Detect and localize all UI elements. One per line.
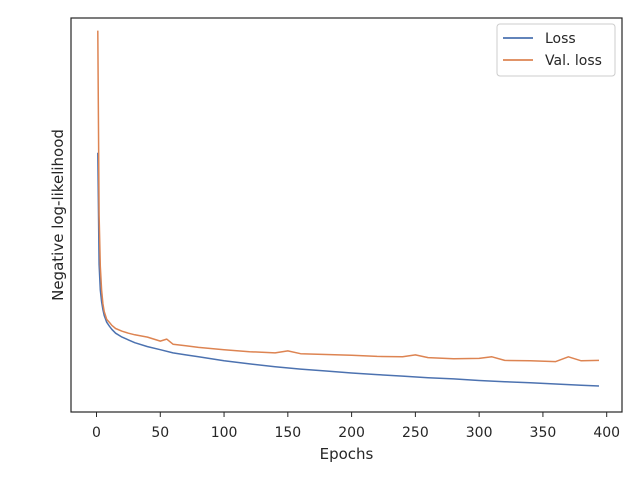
x-axis-label: Epochs xyxy=(320,445,374,463)
x-tick-label: 400 xyxy=(593,425,620,441)
legend: Loss Val. loss xyxy=(496,23,616,77)
x-axis-ticks: 0 50 100 150 200 250 300 350 400 xyxy=(92,412,620,441)
legend-box xyxy=(496,23,616,77)
x-tick-label: 100 xyxy=(211,425,238,441)
legend-label-val-loss: Val. loss xyxy=(545,53,602,69)
x-tick-label: 50 xyxy=(151,425,169,441)
y-axis-label: Negative log-likelihood xyxy=(49,129,67,301)
x-tick-label: 250 xyxy=(402,425,429,441)
x-tick-label: 300 xyxy=(466,425,493,441)
x-tick-label: 150 xyxy=(274,425,301,441)
series-line-val-loss xyxy=(97,30,600,363)
series-line-loss xyxy=(97,152,600,387)
plot-area xyxy=(70,17,623,413)
x-tick-label: 350 xyxy=(530,425,557,441)
x-tick-label: 200 xyxy=(338,425,365,441)
x-tick-label: 0 xyxy=(92,425,101,441)
legend-label-loss: Loss xyxy=(545,31,576,47)
series-layer xyxy=(97,30,600,387)
